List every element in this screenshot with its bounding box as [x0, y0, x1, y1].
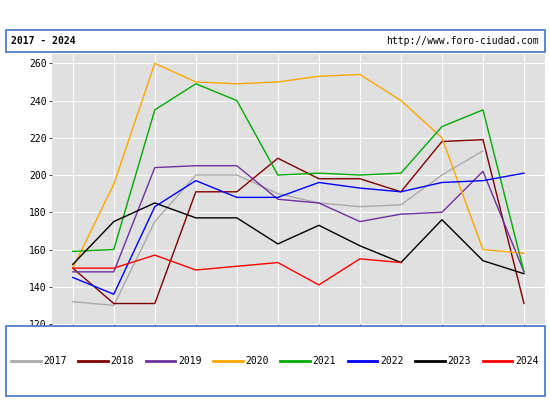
Text: 2018: 2018 [111, 356, 134, 366]
Text: 2017: 2017 [43, 356, 67, 366]
Text: 2017 - 2024: 2017 - 2024 [11, 36, 75, 46]
Text: 2023: 2023 [448, 356, 471, 366]
Text: 2020: 2020 [245, 356, 269, 366]
Text: 2019: 2019 [178, 356, 201, 366]
Text: 2024: 2024 [515, 356, 538, 366]
Text: http://www.foro-ciudad.com: http://www.foro-ciudad.com [386, 36, 539, 46]
FancyBboxPatch shape [6, 30, 544, 52]
Text: Evolucion del paro registrado en Jamilena: Evolucion del paro registrado en Jamilen… [103, 8, 447, 22]
Text: 2022: 2022 [380, 356, 404, 366]
Text: 2021: 2021 [313, 356, 336, 366]
FancyBboxPatch shape [6, 326, 544, 396]
